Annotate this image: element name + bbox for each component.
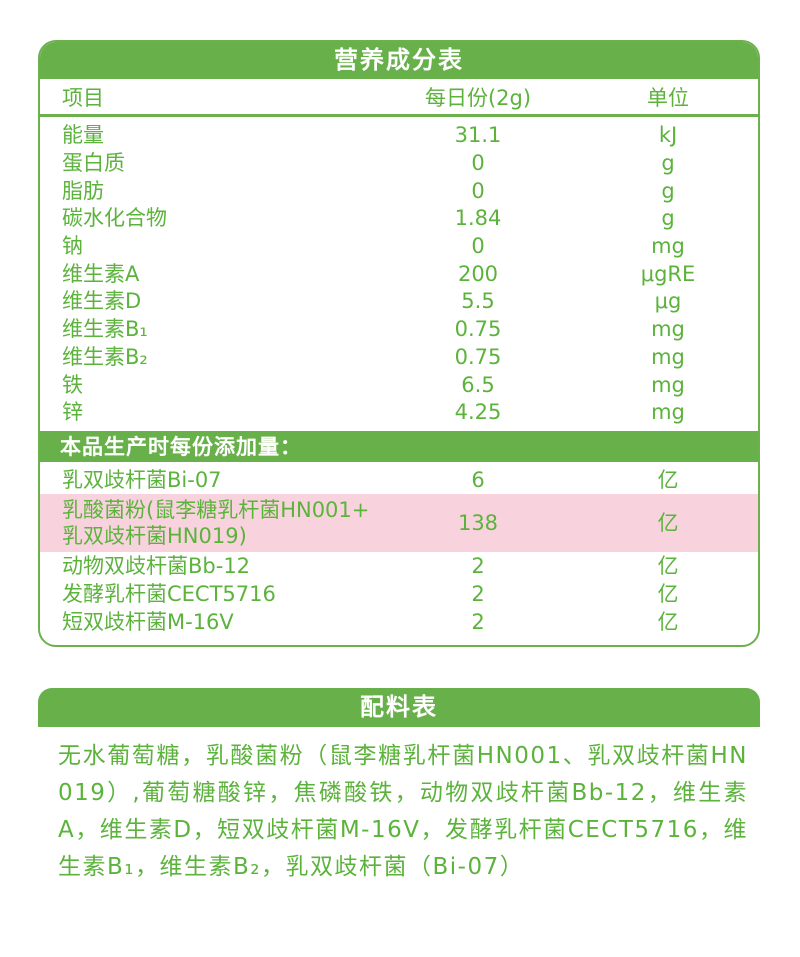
table-row: 碳水化合物 1.84 g xyxy=(40,205,758,233)
nutrient-name: 蛋白质 xyxy=(62,151,125,176)
nutrient-name: 能量 xyxy=(62,123,104,148)
nutrient-value: 2 xyxy=(471,553,485,578)
nutrient-value: 6.5 xyxy=(461,372,495,397)
nutrient-value: 1.84 xyxy=(454,206,502,231)
nutrient-name: 维生素D xyxy=(62,289,142,314)
nutrition-table-title: 营养成分表 xyxy=(40,42,758,79)
nutrient-name: 维生素B₁ xyxy=(62,317,148,342)
nutrient-unit: 亿 xyxy=(657,467,679,492)
column-header-row: 项目 每日份(2g) 单位 xyxy=(40,79,758,117)
nutrient-value: 6 xyxy=(471,467,485,492)
nutrient-value: 138 xyxy=(457,510,499,535)
nutrient-name: 脂肪 xyxy=(62,178,104,203)
nutrient-value: 0.75 xyxy=(454,344,502,369)
table-row: 维生素B₁ 0.75 mg xyxy=(40,316,758,344)
nutrient-unit: g xyxy=(661,206,675,231)
ingredients-title: 配料表 xyxy=(360,693,438,721)
table-row: 维生素A 200 μgRE xyxy=(40,260,758,288)
additives-header-bar: 本品生产时每份添加量： xyxy=(40,430,758,462)
table-row: 短双歧杆菌M-16V 2 亿 xyxy=(40,608,758,636)
additive-rows: 乳双歧杆菌Bi-07 6 亿 乳酸菌粉(鼠李糖乳杆菌HN001+ 乳双歧杆菌HN… xyxy=(40,462,758,645)
nutrient-value: 4.25 xyxy=(454,400,502,425)
nutrient-name: 锌 xyxy=(62,400,83,425)
ingredients-text: 无水葡萄糖，乳酸菌粉（鼠李糖乳杆菌HN001、乳双歧杆菌HN019）,葡萄糖酸锌… xyxy=(58,743,748,880)
nutrient-name: 碳水化合物 xyxy=(62,206,167,231)
table-row: 铁 6.5 mg xyxy=(40,371,758,399)
nutrient-value: 2 xyxy=(471,581,485,606)
nutrient-name: 维生素B₂ xyxy=(62,344,148,369)
nutrient-value: 200 xyxy=(457,261,499,286)
table-row: 动物双歧杆菌Bb-12 2 亿 xyxy=(40,552,758,580)
nutrition-table: 营养成分表 项目 每日份(2g) 单位 能量 31.1 kJ 蛋白质 0 g 脂… xyxy=(38,40,760,647)
nutrient-unit: μgRE xyxy=(640,261,696,286)
ingredients-title-bar: 配料表 xyxy=(38,688,760,727)
column-header-unit: 单位 xyxy=(647,85,689,110)
nutrient-name: 乳双歧杆菌Bi-07 xyxy=(62,467,222,492)
nutrient-name: 铁 xyxy=(62,372,83,397)
table-row: 乳酸菌粉(鼠李糖乳杆菌HN001+ 乳双歧杆菌HN019) 138 亿 xyxy=(40,493,758,552)
table-row: 能量 31.1 kJ xyxy=(40,122,758,150)
nutrient-unit: 亿 xyxy=(657,581,679,606)
nutrient-name: 发酵乳杆菌CECT5716 xyxy=(62,581,276,606)
table-row: 锌 4.25 mg xyxy=(40,399,758,427)
table-row: 乳双歧杆菌Bi-07 6 亿 xyxy=(40,466,758,494)
nutrient-unit: mg xyxy=(651,317,685,342)
nutrient-name: 乳酸菌粉(鼠李糖乳杆菌HN001+ 乳双歧杆菌HN019) xyxy=(62,497,370,548)
nutrient-unit: 亿 xyxy=(657,553,679,578)
nutrient-value: 0 xyxy=(471,151,485,176)
nutrient-name: 维生素A xyxy=(62,261,140,286)
column-header-serving: 每日份(2g) xyxy=(424,85,532,110)
nutrient-unit: mg xyxy=(651,234,685,259)
table-row: 蛋白质 0 g xyxy=(40,150,758,178)
nutrient-unit: kJ xyxy=(658,123,678,148)
nutrient-value: 0 xyxy=(471,234,485,259)
column-header-item: 项目 xyxy=(62,85,104,110)
table-row: 发酵乳杆菌CECT5716 2 亿 xyxy=(40,580,758,608)
additives-header-label: 本品生产时每份添加量： xyxy=(60,435,302,460)
nutrient-unit: 亿 xyxy=(657,510,679,535)
nutrient-unit: μg xyxy=(654,289,682,314)
nutrient-value: 2 xyxy=(471,609,485,634)
nutrient-rows: 能量 31.1 kJ 蛋白质 0 g 脂肪 0 g 碳水化合物 1.84 g 钠… xyxy=(40,117,758,431)
table-row: 维生素D 5.5 μg xyxy=(40,288,758,316)
table-row: 脂肪 0 g xyxy=(40,177,758,205)
nutrient-name: 短双歧杆菌M-16V xyxy=(62,609,234,634)
nutrient-unit: 亿 xyxy=(657,609,679,634)
nutrient-unit: mg xyxy=(651,400,685,425)
nutrient-value: 31.1 xyxy=(454,123,502,148)
nutrient-unit: mg xyxy=(651,344,685,369)
nutrient-unit: mg xyxy=(651,372,685,397)
table-row: 钠 0 mg xyxy=(40,233,758,261)
nutrient-name: 钠 xyxy=(62,234,83,259)
nutrient-unit: g xyxy=(661,151,675,176)
table-row: 维生素B₂ 0.75 mg xyxy=(40,344,758,372)
nutrient-unit: g xyxy=(661,178,675,203)
nutrient-value: 0 xyxy=(471,178,485,203)
nutrient-value: 5.5 xyxy=(461,289,495,314)
nutrient-name: 动物双歧杆菌Bb-12 xyxy=(62,553,251,578)
nutrient-value: 0.75 xyxy=(454,317,502,342)
